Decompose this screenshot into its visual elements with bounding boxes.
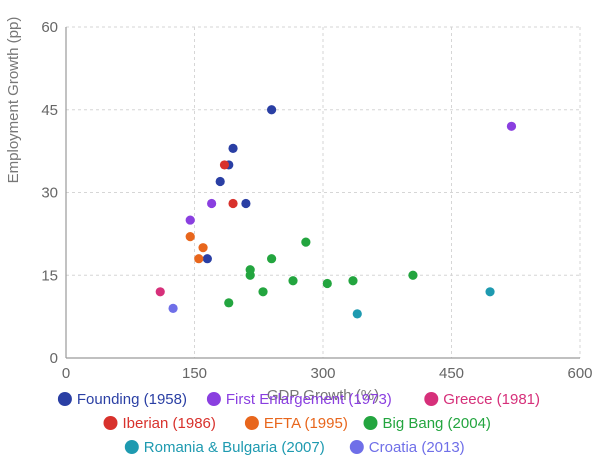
y-tick-label: 45 xyxy=(41,102,58,119)
data-point[interactable] xyxy=(506,121,517,131)
data-point[interactable] xyxy=(198,243,208,253)
legend-marker xyxy=(244,416,259,430)
y-tick-label: 60 xyxy=(41,19,58,36)
y-tick-label: 0 xyxy=(50,350,58,367)
legend-marker xyxy=(424,392,439,406)
data-point[interactable] xyxy=(207,198,217,209)
x-tick-label: 450 xyxy=(439,365,464,382)
data-point[interactable] xyxy=(288,276,298,286)
x-tick-label: 300 xyxy=(310,365,335,382)
axes xyxy=(65,27,580,359)
legend-item[interactable]: EFTA (1995) xyxy=(244,415,348,432)
data-point[interactable] xyxy=(194,254,204,264)
legend-item[interactable]: Romania & Bulgaria (2007) xyxy=(124,439,325,456)
data-point[interactable] xyxy=(267,254,277,264)
legend-label: First Enlargement (1973) xyxy=(226,391,392,408)
x-axis-title: GDP Growth (%) xyxy=(267,387,379,404)
data-point[interactable] xyxy=(228,143,238,153)
data-point[interactable] xyxy=(241,198,251,209)
legend: Founding (1958) First Enlargement (1973) G… xyxy=(57,391,540,456)
legend-label: Romania & Bulgaria (2007) xyxy=(144,439,325,456)
legend-label: Greece (1981) xyxy=(443,391,540,408)
x-tick-label: 150 xyxy=(182,365,207,382)
data-point[interactable] xyxy=(202,254,212,264)
data-point[interactable] xyxy=(228,198,238,209)
grid xyxy=(66,26,581,358)
legend-marker xyxy=(349,440,364,454)
legend-label: Iberian (1986) xyxy=(123,415,216,432)
x-tick-label: 600 xyxy=(567,365,592,382)
data-point[interactable] xyxy=(219,160,230,170)
legend-item[interactable]: Croatia (2013) xyxy=(349,439,465,456)
legend-label: Croatia (2013) xyxy=(369,439,465,456)
legend-item[interactable]: Big Bang (2004) xyxy=(363,415,491,432)
data-points xyxy=(155,105,517,319)
data-point[interactable] xyxy=(322,278,332,289)
data-point[interactable] xyxy=(245,265,255,275)
y-tick-label: 30 xyxy=(41,185,58,202)
legend-item[interactable]: First Enlargement (1973) xyxy=(206,391,392,408)
legend-marker xyxy=(124,440,139,454)
data-point[interactable] xyxy=(224,298,234,308)
legend-marker xyxy=(57,392,72,406)
data-point[interactable] xyxy=(185,232,195,242)
data-point[interactable] xyxy=(258,287,268,297)
data-point[interactable] xyxy=(155,287,165,297)
data-point[interactable] xyxy=(485,287,495,297)
legend-label: EFTA (1995) xyxy=(264,415,348,432)
legend-label: Big Bang (2004) xyxy=(383,415,491,432)
legend-label: Founding (1958) xyxy=(77,391,187,408)
legend-item[interactable]: Iberian (1986) xyxy=(103,415,216,432)
data-point[interactable] xyxy=(301,237,311,247)
y-axis-title: Employment Growth (pp) xyxy=(5,17,22,184)
legend-item[interactable]: Founding (1958) xyxy=(57,391,187,408)
legend-item[interactable]: Greece (1981) xyxy=(424,391,540,408)
x-tick-label: 0 xyxy=(62,365,70,382)
data-point[interactable] xyxy=(168,303,178,313)
legend-marker xyxy=(363,416,378,430)
data-point[interactable] xyxy=(408,270,418,280)
data-point[interactable] xyxy=(348,276,358,286)
data-point[interactable] xyxy=(215,176,225,187)
data-point[interactable] xyxy=(267,105,277,115)
y-tick-label: 15 xyxy=(41,267,58,284)
legend-marker xyxy=(206,392,221,406)
data-point[interactable] xyxy=(352,309,362,319)
legend-marker xyxy=(103,416,118,430)
data-point[interactable] xyxy=(185,215,195,225)
